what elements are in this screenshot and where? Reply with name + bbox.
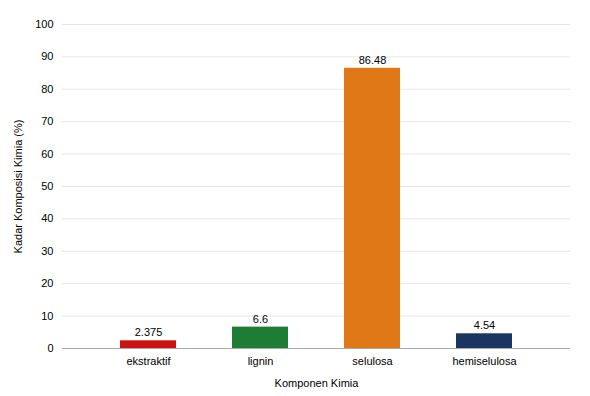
svg-text:30: 30	[41, 245, 53, 257]
svg-text:10: 10	[41, 310, 53, 322]
svg-text:6.6: 6.6	[253, 313, 268, 325]
svg-text:40: 40	[41, 212, 53, 224]
svg-text:Komponen Kimia: Komponen Kimia	[275, 377, 360, 389]
svg-text:70: 70	[41, 115, 53, 127]
svg-text:20: 20	[41, 277, 53, 289]
svg-text:80: 80	[41, 83, 53, 95]
svg-text:50: 50	[41, 180, 53, 192]
svg-text:2.375: 2.375	[135, 326, 163, 338]
svg-text:0: 0	[47, 342, 53, 354]
svg-text:ekstraktif: ekstraktif	[126, 355, 171, 367]
svg-text:Kadar Komposisi Kimia (%): Kadar Komposisi Kimia (%)	[12, 120, 24, 254]
svg-text:90: 90	[41, 50, 53, 62]
svg-text:hemiselulosa: hemiselulosa	[452, 355, 517, 367]
svg-text:lignin: lignin	[248, 355, 274, 367]
svg-text:86.48: 86.48	[359, 54, 387, 66]
svg-text:4.54: 4.54	[474, 319, 495, 331]
svg-text:selulosa: selulosa	[352, 355, 393, 367]
svg-text:100: 100	[35, 18, 53, 30]
svg-text:60: 60	[41, 148, 53, 160]
